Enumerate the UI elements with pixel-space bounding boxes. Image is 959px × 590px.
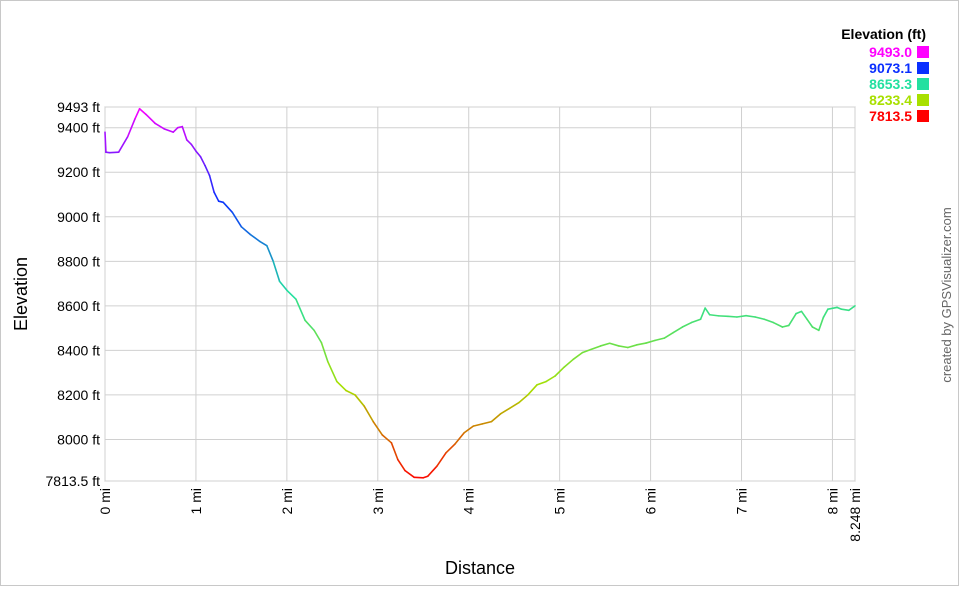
y-tick-label: 8600 ft [57, 298, 100, 314]
x-tick-label: 3 mi [370, 488, 386, 514]
line-segment [728, 316, 737, 317]
y-tick-label: 9400 ft [57, 120, 100, 136]
x-tick-label: 7 mi [734, 488, 750, 514]
legend-swatch [917, 62, 929, 74]
y-tick-label: 9000 ft [57, 209, 100, 225]
y-tick-label: 8400 ft [57, 342, 100, 358]
legend-swatch [917, 110, 929, 122]
y-tick-label: 7813.5 ft [46, 473, 101, 489]
legend-title: Elevation (ft) [841, 26, 926, 42]
y-tick-label: 8200 ft [57, 387, 100, 403]
x-tick-label: 1 mi [188, 488, 204, 514]
x-axis-title: Distance [445, 558, 515, 578]
y-axis-title: Elevation [11, 257, 31, 331]
x-tick-labels: 0 mi 1 mi 2 mi 3 mi 4 mi 5 mi 6 mi 7 mi 8 mi 8.24… [97, 488, 863, 542]
x-tick-label: 4 mi [461, 488, 477, 514]
credit-text: created by GPSVisualizer.com [939, 207, 954, 382]
y-tick-label: 8000 ft [57, 431, 100, 447]
x-tick-label: 0 mi [97, 488, 113, 514]
legend-swatch [917, 78, 929, 90]
x-tick-label: 8 mi [824, 488, 840, 514]
y-tick-label: 9200 ft [57, 164, 100, 180]
line-segment [842, 309, 849, 310]
line-segment [710, 315, 719, 316]
y-tick-label: 8800 ft [57, 253, 100, 269]
legend-value: 8653.3 [869, 76, 912, 92]
x-tick-label: 5 mi [552, 488, 568, 514]
x-tick-label: 8.248 mi [847, 488, 863, 542]
x-tick-label: 6 mi [643, 488, 659, 514]
x-tick-label: 2 mi [279, 488, 295, 514]
legend-swatch [917, 94, 929, 106]
legend-value: 9493.0 [869, 44, 912, 60]
line-segment [105, 132, 106, 152]
legend-value: 7813.5 [869, 108, 912, 124]
legend-swatch [917, 46, 929, 58]
legend-value: 9073.1 [869, 60, 912, 76]
y-tick-labels: 9493 ft 9400 ft 9200 ft 9000 ft 8800 ft 8600 … [46, 99, 101, 489]
y-tick-label: 9493 ft [57, 99, 100, 115]
legend-value: 8233.4 [869, 92, 912, 108]
